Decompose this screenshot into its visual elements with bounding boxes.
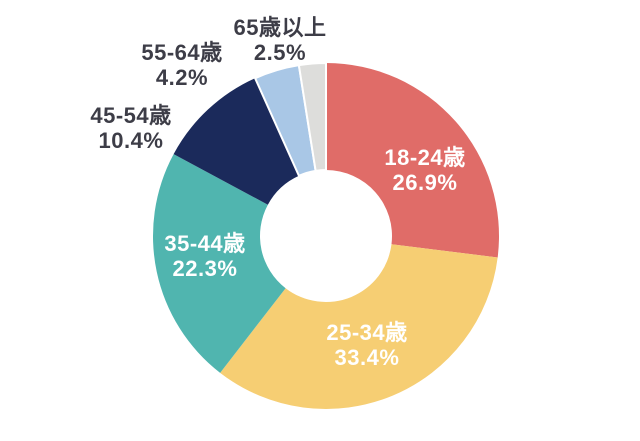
pie-slice-45-54 [173, 78, 299, 205]
pie-slice-65-plus [297, 62, 327, 172]
pie-slice-18-24 [326, 63, 499, 258]
pie-slice-25-34 [220, 244, 498, 409]
pie-slice-35-44 [152, 154, 286, 373]
